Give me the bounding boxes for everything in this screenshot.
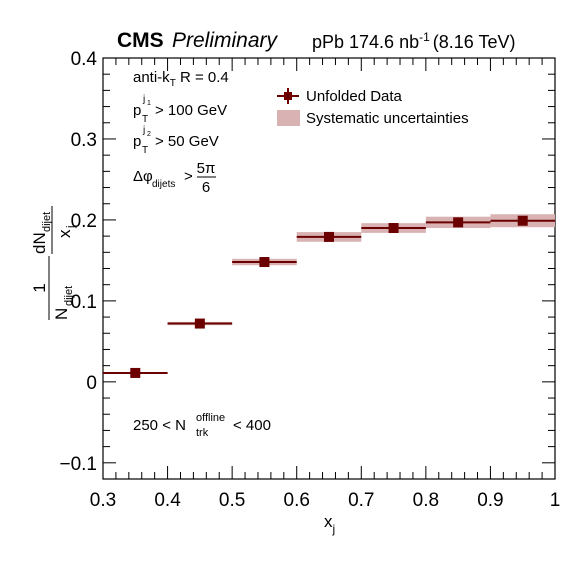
x-tick-label: 0.3 <box>90 490 116 511</box>
svg-text:Δφ: Δφ <box>133 168 153 185</box>
svg-text:j: j <box>65 226 77 229</box>
x-tick-label: 0.7 <box>348 490 374 511</box>
y-tick-label: −0.1 <box>59 454 97 475</box>
x-axis-label: xj <box>324 512 335 536</box>
x-tick-label: 0.4 <box>154 490 181 511</box>
svg-text:p: p <box>133 133 141 150</box>
svg-text:p: p <box>133 102 141 119</box>
svg-text:6: 6 <box>202 179 210 196</box>
svg-text:>: > <box>184 168 193 185</box>
dataset-text: pPb 174.6 nb <box>312 32 419 52</box>
x-tick-label: 0.6 <box>284 490 310 511</box>
axis-tick-labels: 0.3 0.4 0.5 0.6 0.7 0.8 0.9 1 −0.1 0 0.1 0.2 0.3 0.4 <box>59 49 560 511</box>
x-tick-label: 0.5 <box>219 490 245 511</box>
pt1-cut: p j 1 T > 100 GeV <box>133 94 227 125</box>
svg-text:trk: trk <box>196 427 209 439</box>
data-point <box>453 217 464 228</box>
axis-ticks <box>102 57 556 480</box>
svg-text:dN: dN <box>30 232 49 254</box>
legend-syst-swatch <box>277 110 300 126</box>
y-axis-label: 1 N dijet dN dijet x j <box>30 206 77 320</box>
y-tick-label: 0.1 <box>71 292 97 313</box>
data-point <box>324 231 334 242</box>
data-point <box>130 367 141 378</box>
cms-label: CMS <box>117 29 164 52</box>
y-tick-label: 0.2 <box>71 211 97 232</box>
preliminary-label: Preliminary <box>172 29 279 52</box>
svg-text:T: T <box>142 114 148 125</box>
data-point <box>194 318 205 329</box>
dphi-cut: Δφ dijets > 5π 6 <box>133 160 216 196</box>
svg-text:5π: 5π <box>197 160 216 177</box>
data-point <box>388 223 399 234</box>
svg-text:> 100 GeV: > 100 GeV <box>155 102 227 119</box>
svg-text:1: 1 <box>30 283 49 292</box>
svg-text:1: 1 <box>147 100 151 107</box>
multiplicity-label: 250 < N offline trk < 400 <box>133 412 271 439</box>
x-tick-label: 0.8 <box>413 490 439 511</box>
y-tick-label: 0 <box>86 373 97 394</box>
legend: Unfolded Data Systematic uncertainties <box>277 88 469 127</box>
data-point <box>517 215 528 226</box>
svg-text:N: N <box>52 308 71 320</box>
legend-data-label: Unfolded Data <box>306 88 403 105</box>
pt2-cut: p j 2 T > 50 GeV <box>133 125 219 156</box>
lumi-exponent: -1 <box>419 30 430 44</box>
svg-text:2: 2 <box>147 131 151 138</box>
data-points <box>103 215 555 378</box>
energy-text: (8.16 TeV) <box>433 32 516 52</box>
svg-text:250 < N: 250 < N <box>133 417 186 434</box>
legend-data-marker <box>284 92 292 100</box>
svg-text:dijet: dijet <box>63 286 75 306</box>
svg-text:x: x <box>55 229 74 238</box>
legend-syst-label: Systematic uncertainties <box>306 110 469 127</box>
svg-text:< 400: < 400 <box>233 417 271 434</box>
svg-text:j: j <box>142 125 145 136</box>
svg-text:dijet: dijet <box>41 212 53 232</box>
x-tick-label: 0.9 <box>477 490 503 511</box>
svg-text:dijets: dijets <box>152 179 175 190</box>
x-tick-label: 1 <box>550 490 561 511</box>
svg-text:offline: offline <box>196 412 225 424</box>
svg-text:T: T <box>142 145 148 156</box>
dataset-label: pPb 174.6 nb-1 (8.16 TeV) <box>312 30 516 52</box>
svg-text:j: j <box>142 94 145 105</box>
algo-label: anti-kT R = 0.4 <box>133 69 229 89</box>
svg-text:> 50 GeV: > 50 GeV <box>155 133 219 150</box>
y-tick-label: 0.3 <box>71 130 97 151</box>
y-tick-label: 0.4 <box>71 49 98 70</box>
data-point <box>259 257 270 268</box>
